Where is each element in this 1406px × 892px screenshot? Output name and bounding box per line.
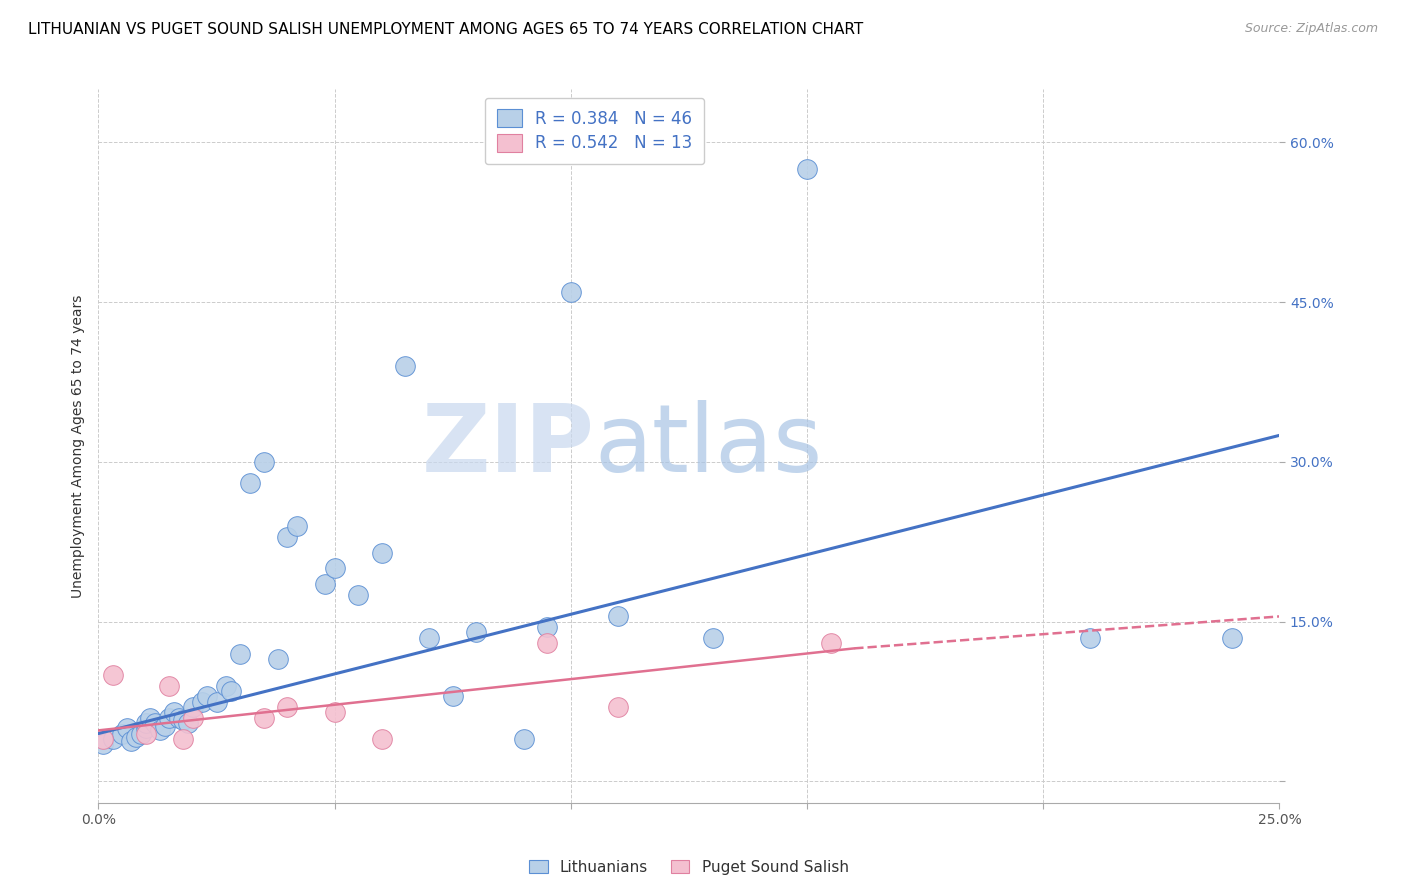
Point [157,679,180,693]
Point [191,695,214,709]
Point [163,706,186,720]
Point [101,668,124,682]
Point [441,690,464,704]
Point [219,684,242,698]
Point [135,726,157,740]
Point [181,700,204,714]
Point [115,721,138,735]
Point [149,723,172,738]
Point [205,695,228,709]
Point [276,700,298,714]
Point [465,625,488,640]
Point [267,652,290,666]
Point [418,631,440,645]
Point [181,710,204,724]
Point [253,710,276,724]
Point [172,731,194,746]
Point [347,588,370,602]
Point [314,577,336,591]
Text: ZIP: ZIP [422,400,595,492]
Point [229,647,252,661]
Point [371,731,394,746]
Point [1220,631,1243,645]
Point [702,631,724,645]
Point [101,731,124,746]
Point [135,715,157,730]
Point [394,359,416,373]
Point [560,285,582,299]
Point [111,726,134,740]
Point [323,561,346,575]
Point [177,715,200,730]
Point [276,529,298,543]
Point [91,731,114,746]
Point [139,710,162,724]
Point [121,734,143,748]
Point [143,715,166,730]
Point [157,710,180,724]
Point [153,719,176,733]
Point [371,545,394,559]
Point [820,636,842,650]
Y-axis label: Unemployment Among Ages 65 to 74 years: Unemployment Among Ages 65 to 74 years [70,294,84,598]
Text: atlas: atlas [595,400,823,492]
Point [91,737,114,751]
Point [253,455,276,469]
Point [129,726,152,740]
Point [323,706,346,720]
Point [285,519,308,533]
Point [239,476,262,491]
Point [607,700,630,714]
Point [135,721,157,735]
Text: Source: ZipAtlas.com: Source: ZipAtlas.com [1244,22,1378,36]
Point [607,609,630,624]
Point [215,679,238,693]
Point [536,636,558,650]
Point [167,710,190,724]
Point [536,620,558,634]
Point [1080,631,1102,645]
Point [172,713,194,727]
Point [512,731,534,746]
Text: LITHUANIAN VS PUGET SOUND SALISH UNEMPLOYMENT AMONG AGES 65 TO 74 YEARS CORRELAT: LITHUANIAN VS PUGET SOUND SALISH UNEMPLO… [28,22,863,37]
Point [796,162,818,177]
Point [125,730,148,744]
Legend: Lithuanians, Puget Sound Salish: Lithuanians, Puget Sound Salish [523,854,855,880]
Point [195,690,218,704]
